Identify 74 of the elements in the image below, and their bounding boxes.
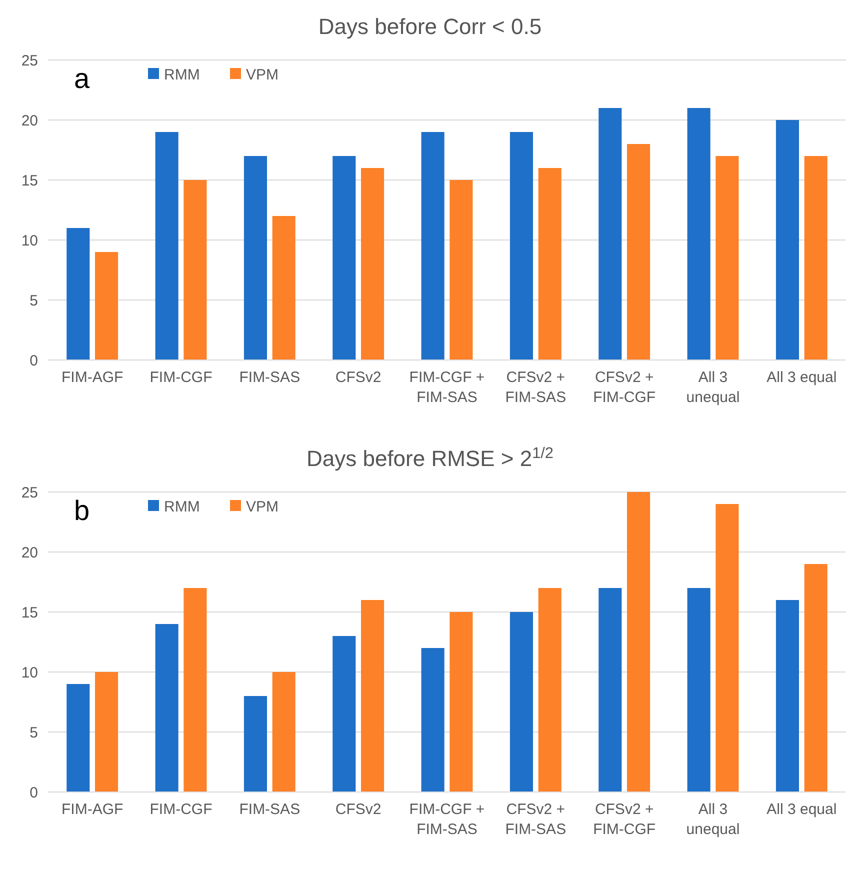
- bar: [687, 588, 710, 792]
- legend-label: RMM: [164, 498, 200, 516]
- bar: [538, 168, 562, 360]
- x-tick-label: All 3 unequal: [686, 369, 740, 406]
- bar: [776, 120, 800, 360]
- bar: [776, 600, 800, 792]
- bar: [272, 216, 296, 360]
- x-tick-label: FIM-SAS: [239, 369, 300, 386]
- y-tick-label: 10: [21, 232, 38, 250]
- bar: [272, 672, 296, 792]
- annotation: a: [74, 63, 90, 94]
- chart-title: Days before Corr < 0.5: [318, 14, 542, 39]
- y-tick-label: 0: [30, 784, 38, 802]
- y-tick-label: 25: [21, 484, 38, 502]
- y-tick-label: 25: [21, 52, 38, 70]
- bar: [716, 156, 739, 360]
- x-tick-label: CFSv2 + FIM-SAS: [505, 801, 566, 838]
- y-tick-label: 5: [30, 724, 38, 742]
- x-tick-label: All 3 equal: [766, 369, 837, 386]
- bar: [66, 684, 90, 792]
- bar: [450, 180, 473, 360]
- bar: [687, 108, 710, 360]
- bar: [360, 600, 384, 792]
- y-tick-label: 15: [21, 604, 38, 622]
- y-tick-label: 20: [21, 544, 38, 562]
- x-tick-label: FIM-AGF: [62, 369, 124, 386]
- bar: [244, 156, 268, 360]
- y-tick-label: 20: [21, 112, 38, 130]
- bar: [598, 588, 622, 792]
- bar: [332, 636, 356, 792]
- bar: [94, 672, 118, 792]
- x-tick-label: FIM-CGF: [150, 801, 212, 818]
- bar: [421, 648, 444, 792]
- legend-label: VPM: [246, 498, 279, 516]
- bar: [184, 180, 207, 360]
- x-tick-label: CFSv2: [335, 801, 382, 818]
- y-tick-label: 10: [21, 664, 38, 682]
- x-tick-label: FIM-CGF: [150, 369, 212, 386]
- bar: [94, 252, 118, 360]
- bar: [184, 588, 207, 792]
- bar: [716, 504, 739, 792]
- bar: [332, 156, 356, 360]
- bar: [538, 588, 562, 792]
- x-tick-label: FIM-CGF + FIM-SAS: [409, 801, 485, 838]
- x-tick-label: FIM-SAS: [239, 801, 300, 818]
- y-tick-label: 0: [30, 352, 38, 370]
- bar: [804, 564, 828, 792]
- x-tick-label: CFSv2 + FIM-CGF: [593, 801, 656, 838]
- x-tick-label: All 3 equal: [766, 801, 837, 818]
- y-tick-label: 5: [30, 292, 38, 310]
- bar: [155, 624, 178, 792]
- bar: [510, 612, 534, 792]
- bar: [626, 492, 650, 792]
- bar: [598, 108, 622, 360]
- bar: [804, 156, 828, 360]
- bar: [360, 168, 384, 360]
- bar: [626, 144, 650, 360]
- legend-label: RMM: [164, 66, 200, 84]
- legend-label: VPM: [246, 66, 279, 84]
- bar: [421, 132, 444, 360]
- bar: [66, 228, 90, 360]
- x-tick-label: CFSv2: [335, 369, 382, 386]
- x-tick-label: All 3 unequal: [686, 801, 740, 838]
- y-tick-label: 15: [21, 172, 38, 190]
- bar: [244, 696, 268, 792]
- bar: [450, 612, 473, 792]
- bar: [510, 132, 534, 360]
- x-tick-label: CFSv2 + FIM-CGF: [593, 369, 656, 406]
- annotation: b: [74, 495, 90, 526]
- x-tick-label: CFSv2 + FIM-SAS: [505, 369, 566, 406]
- chart-title: Days before RMSE > 2$^{1/2}$: [306, 444, 554, 471]
- x-tick-label: FIM-AGF: [62, 801, 124, 818]
- x-tick-label: FIM-CGF + FIM-SAS: [409, 369, 485, 406]
- bar: [155, 132, 178, 360]
